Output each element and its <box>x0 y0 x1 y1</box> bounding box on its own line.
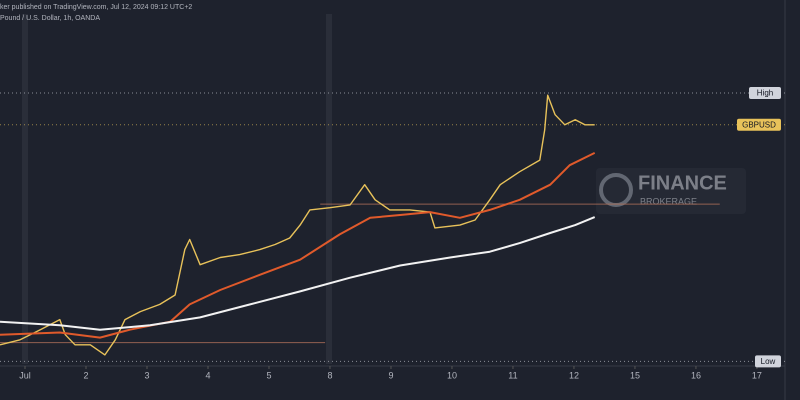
watermark-subtitle: BROKERAGE <box>640 196 697 206</box>
x-tick-label: 17 <box>752 370 762 380</box>
watermark-title: FINANCE <box>638 172 727 194</box>
marker-label: GBPUSD <box>742 120 776 129</box>
x-tick-label: 3 <box>144 370 149 380</box>
price-line <box>0 216 596 331</box>
x-tick-label: 15 <box>630 370 640 380</box>
header-publisher: ker published on TradingView.com, Jul 12… <box>0 4 192 11</box>
x-tick-label: 4 <box>205 370 210 380</box>
session-band <box>22 14 28 364</box>
marker-badge <box>749 87 781 100</box>
x-tick-label: 16 <box>691 370 701 380</box>
x-tick-label: 10 <box>447 370 457 380</box>
price-line <box>0 94 595 356</box>
watermark: FINANCE BROKERAGE <box>596 168 746 214</box>
header-symbol: Pound / U.S. Dollar, 1h, OANDA <box>0 15 100 22</box>
plot: Jul 2 3 4 5 8 9 10 11 12 15 16 17 High GBPUSD Low <box>0 87 785 380</box>
watermark-logo <box>599 173 633 207</box>
marker-label: Low <box>761 357 776 366</box>
session-band <box>326 14 332 364</box>
x-tick-label: 5 <box>266 370 271 380</box>
marker-badge <box>737 118 781 131</box>
x-tick-label: 12 <box>569 370 579 380</box>
watermark-box <box>596 168 746 214</box>
x-tick-label: 2 <box>83 370 88 380</box>
marker-label: High <box>757 89 773 98</box>
x-tick-label: 11 <box>508 370 517 380</box>
price-line <box>0 152 596 339</box>
x-tick-label: 9 <box>388 370 393 380</box>
x-tick-label: Jul <box>19 370 31 380</box>
x-tick-label: 8 <box>327 370 332 380</box>
marker-badge <box>755 355 781 368</box>
